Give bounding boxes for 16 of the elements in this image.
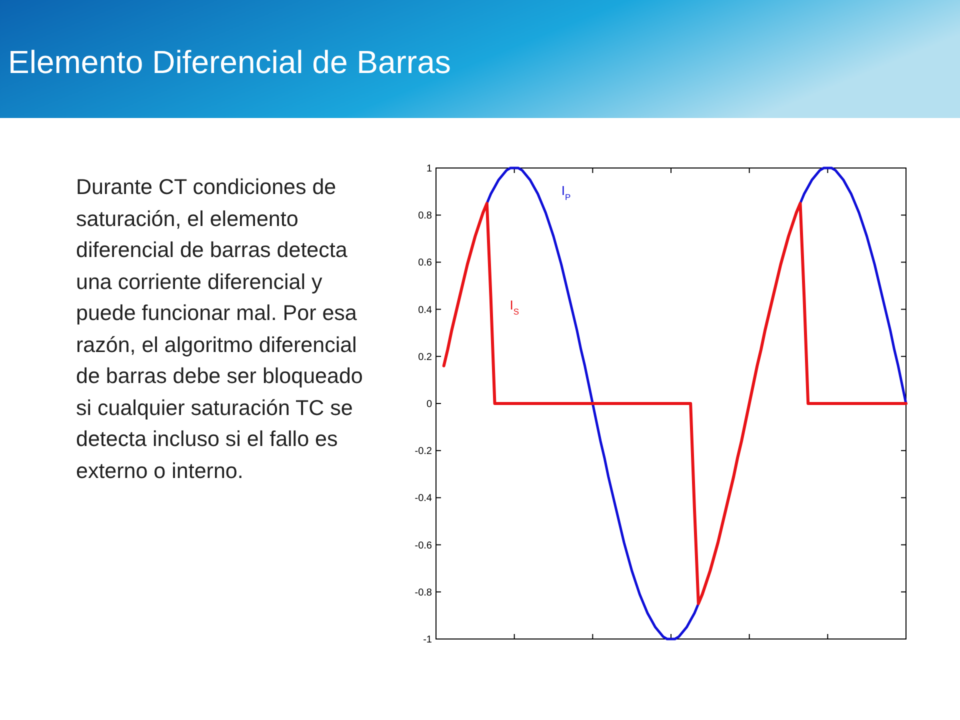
series-label: I$_{P}$ — [561, 183, 572, 202]
y-tick-label: -0.8 — [414, 587, 432, 598]
y-tick-label: -0.2 — [414, 446, 432, 458]
text: Durante CT condiciones de saturación, el elemento diferencial de barras detecta una corriente diferencial y puede funcionar mal. Por esa razón, el algoritmo diferencial de barras debe ser bloqueado si cualquier saturación TC se detecta incluso si el fallo es externo o interno. — [76, 175, 363, 482]
y-tick-label: 0.6 — [418, 258, 432, 269]
y-tick-label: -1 — [423, 634, 432, 646]
line-series — [442, 202, 908, 606]
chart-title: Elemento Diferencial de Barras — [8, 44, 451, 80]
y-tick-label: -0.6 — [414, 540, 432, 552]
y-tick-label: 0.4 — [418, 304, 432, 316]
y-tick-label: -0.4 — [414, 493, 432, 504]
y-tick-label: 0.2 — [418, 352, 432, 363]
y-tick-label: 0.8 — [418, 210, 432, 222]
y-tick-label: 1 — [426, 164, 432, 174]
series-label: I$_{S}$ — [510, 298, 520, 316]
y-tick-label: 0 — [426, 399, 432, 410]
